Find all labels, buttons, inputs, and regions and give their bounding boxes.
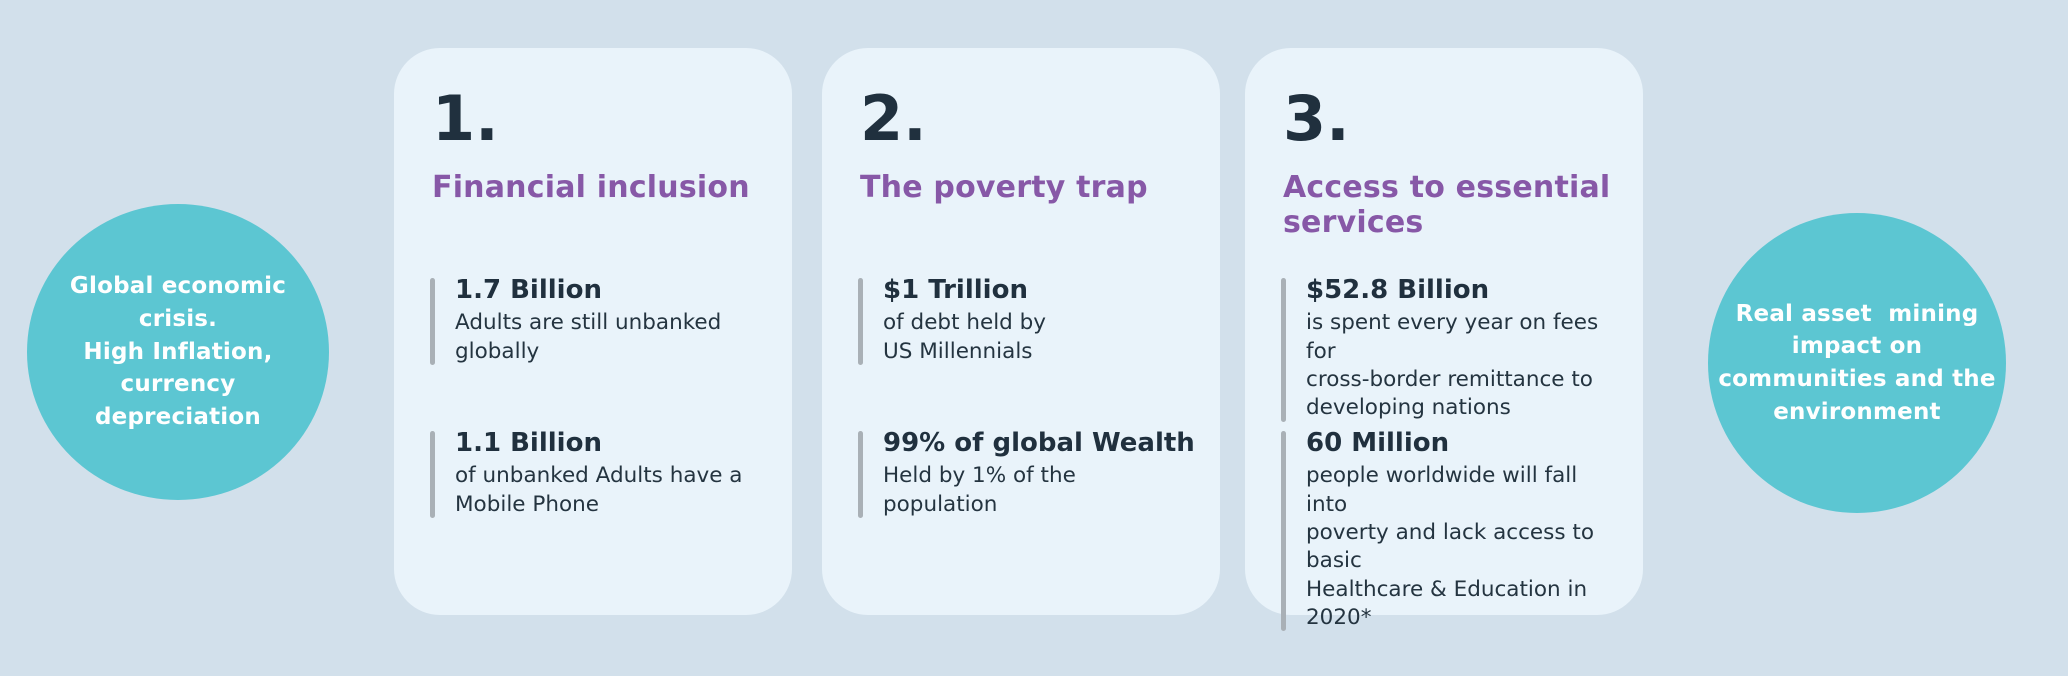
card-heading: Access to essential services — [1283, 170, 1611, 241]
stat-value: 1.7 Billion — [455, 275, 602, 305]
stat-accent-bar — [858, 278, 863, 365]
card-heading: Financial inclusion — [432, 170, 750, 205]
card-number: 2. — [860, 82, 927, 155]
stat-description: is spent every year on fees for cross-bo… — [1306, 310, 1599, 421]
stat-description: of debt held by US Millennials — [883, 310, 1047, 364]
left-circle-text: Global economic crisis. High Inflation, … — [69, 273, 287, 430]
stat-item: 1.1 Billion of unbanked Adults have a Mo… — [430, 428, 768, 519]
card-heading: The poverty trap — [860, 170, 1148, 205]
card-number: 3. — [1283, 82, 1350, 155]
card-number: 1. — [432, 82, 499, 155]
stat-item: $1 Trillion of debt held by US Millennia… — [858, 275, 1196, 366]
stat-accent-bar — [1281, 431, 1286, 632]
stat-description: people worldwide will fall into poverty … — [1306, 463, 1594, 631]
card-poverty-trap: 2. The poverty trap $1 Trillion of debt … — [822, 48, 1220, 615]
stat-item: 60 Million people worldwide will fall in… — [1281, 428, 1619, 632]
card-access-essential-services: 3. Access to essential services $52.8 Bi… — [1245, 48, 1643, 632]
stat-description: of unbanked Adults have a Mobile Phone — [455, 463, 743, 517]
stat-item: $52.8 Billion is spent every year on fee… — [1281, 275, 1619, 423]
card-financial-inclusion: 1. Financial inclusion 1.7 Billion Adult… — [394, 48, 792, 615]
stat-value: $1 Trillion — [883, 275, 1028, 305]
stat-accent-bar — [430, 431, 435, 518]
stat-description: Adults are still unbanked globally — [455, 310, 722, 364]
stat-value: 1.1 Billion — [455, 428, 602, 458]
stat-item: 99% of global Wealth Held by 1% of the p… — [858, 428, 1196, 519]
stat-item: 1.7 Billion Adults are still unbanked gl… — [430, 275, 768, 366]
right-context-circle: Real asset mining impact on communities … — [1708, 213, 2006, 513]
stat-value: 99% of global Wealth — [883, 428, 1195, 458]
stat-value: $52.8 Billion — [1306, 275, 1490, 305]
right-circle-text: Real asset mining impact on communities … — [1718, 300, 1996, 425]
stat-accent-bar — [1281, 278, 1286, 422]
stat-accent-bar — [430, 278, 435, 365]
stat-accent-bar — [858, 431, 863, 518]
left-context-circle: Global economic crisis. High Inflation, … — [27, 204, 329, 500]
stat-value: 60 Million — [1306, 428, 1450, 458]
stat-description: Held by 1% of the population — [883, 463, 1076, 517]
